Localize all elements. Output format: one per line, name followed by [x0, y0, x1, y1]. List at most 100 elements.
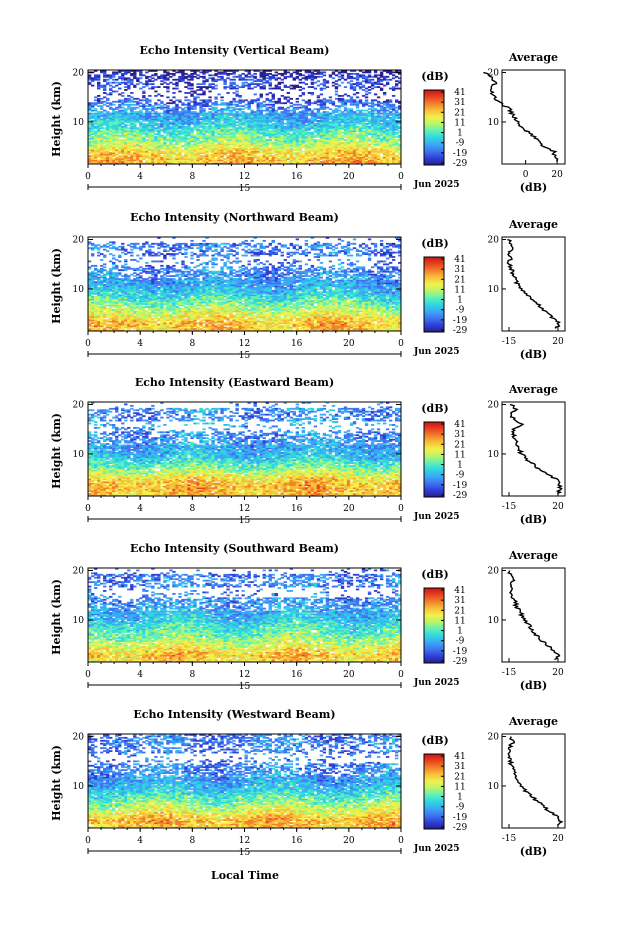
heatmap-cell — [356, 126, 359, 128]
heatmap-cell — [314, 123, 317, 125]
heatmap-cell — [205, 86, 208, 88]
heatmap-cell — [335, 105, 338, 107]
heatmap-cell — [296, 113, 299, 115]
heatmap-cell — [308, 86, 311, 88]
heatmap-cell — [308, 132, 311, 134]
heatmap-cell — [266, 98, 269, 100]
heatmap-cell — [238, 108, 241, 110]
heatmap-cell — [145, 71, 148, 73]
heatmap-cell — [214, 73, 217, 75]
heatmap-cell — [160, 113, 163, 115]
heatmap-cell — [317, 85, 320, 87]
heatmap-cell — [284, 126, 287, 128]
heatmap-cell — [187, 79, 190, 81]
heatmap-cell — [275, 71, 278, 73]
heatmap-cell — [184, 76, 187, 78]
heatmap-cell — [248, 83, 251, 85]
heatmap-cell — [148, 79, 151, 81]
heatmap-cell — [302, 151, 305, 153]
heatmap-cell — [229, 73, 232, 75]
heatmap-cell — [190, 88, 193, 90]
heatmap-cell — [395, 132, 398, 134]
heatmap-cell — [365, 91, 368, 93]
heatmap-cell — [220, 76, 223, 78]
heatmap-cell — [103, 145, 106, 147]
heatmap-cell — [172, 96, 175, 98]
heatmap-cell — [160, 101, 163, 103]
heatmap-cell — [296, 76, 299, 78]
heatmap-cell — [133, 111, 136, 113]
heatmap-cell — [353, 73, 356, 75]
heatmap-cell — [347, 108, 350, 110]
heatmap-cell — [211, 86, 214, 88]
heatmap-cell — [148, 83, 151, 85]
heatmap-cell — [220, 96, 223, 98]
heatmap-cell — [335, 98, 338, 100]
heatmap-cell — [362, 113, 365, 115]
heatmap-cell — [136, 83, 139, 85]
heatmap-cell — [127, 95, 130, 97]
heatmap-cell — [287, 107, 290, 109]
heatmap-cell — [269, 124, 272, 126]
heatmap-cell — [326, 111, 329, 113]
heatmap-cell — [275, 101, 278, 103]
heatmap-cell — [338, 105, 341, 107]
heatmap-cell — [196, 89, 199, 91]
heatmap-cell — [245, 99, 248, 101]
heatmap-cell — [317, 76, 320, 78]
date-label: Jun 2025 — [413, 180, 460, 190]
heatmap-cell — [139, 110, 142, 112]
heatmap-cell — [293, 77, 296, 79]
heatmap-cell — [377, 141, 380, 143]
heatmap-cell — [190, 73, 193, 75]
heatmap-cell — [211, 107, 214, 109]
colorbar-tick-label: 1 — [457, 129, 463, 139]
heatmap-cell — [329, 121, 332, 123]
heatmap-cell — [383, 92, 386, 94]
heatmap-cell — [97, 105, 100, 107]
heatmap-cell — [115, 107, 118, 109]
heatmap-cell — [94, 102, 97, 104]
heatmap-cell — [211, 121, 214, 123]
x-tick-label: 0 — [398, 172, 404, 182]
heatmap-cell — [106, 82, 109, 84]
heatmap-cell — [118, 104, 121, 106]
heatmap-cell — [359, 110, 362, 112]
heatmap-cell — [314, 82, 317, 84]
heatmap-cell — [196, 77, 199, 79]
x-tick-label: 20 — [343, 172, 355, 182]
heatmap-cell — [196, 102, 199, 104]
heatmap-cell — [148, 88, 151, 90]
heatmap-cell — [314, 88, 317, 90]
heatmap-cell — [112, 108, 115, 110]
heatmap-cell — [383, 101, 386, 103]
heatmap-cell — [163, 107, 166, 109]
heatmap-cell — [229, 146, 232, 148]
heatmap-cell — [121, 95, 124, 97]
heatmap-cell — [374, 148, 377, 150]
heatmap-cell — [248, 76, 251, 78]
heatmap-cell — [395, 110, 398, 112]
heatmap-cell — [275, 85, 278, 87]
heatmap-cell — [308, 158, 311, 160]
heatmap-cell — [272, 123, 275, 125]
heatmap-cell — [235, 76, 238, 78]
heatmap-cell — [103, 104, 106, 106]
heatmap-cell — [374, 86, 377, 88]
heatmap-cell — [344, 79, 347, 81]
heatmap-cell — [151, 116, 154, 118]
colorbar-tick-label: 31 — [454, 98, 465, 108]
heatmap-cell — [317, 99, 320, 101]
heatmap-cell — [269, 76, 272, 78]
heatmap-cell — [254, 73, 257, 75]
heatmap-cell — [287, 92, 290, 94]
heatmap-cell — [142, 91, 145, 93]
heatmap-cell — [208, 83, 211, 85]
heatmap-cell — [112, 158, 115, 160]
heatmap-cell — [199, 86, 202, 88]
heatmap-cell — [395, 88, 398, 90]
heatmap-cell — [94, 126, 97, 128]
heatmap-cell — [103, 110, 106, 112]
heatmap-cell — [88, 155, 91, 157]
heatmap-cell — [145, 139, 148, 141]
